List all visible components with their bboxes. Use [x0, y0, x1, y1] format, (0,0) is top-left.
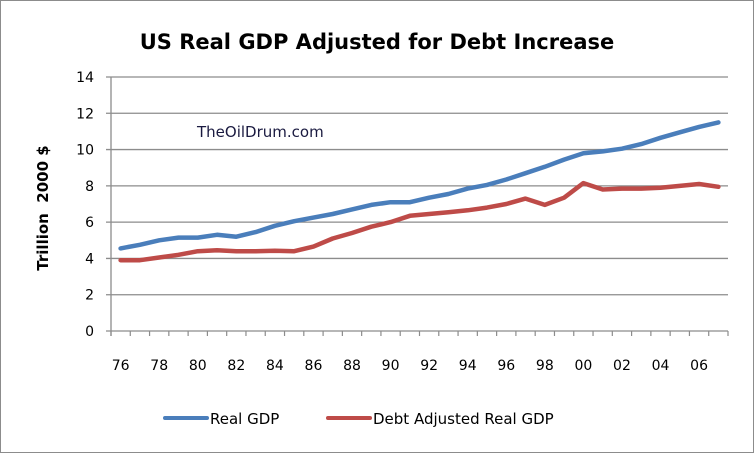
x-tick-label: 88 — [343, 358, 361, 374]
y-tick-label: 14 — [76, 70, 94, 86]
watermark-annotation: TheOilDrum.com — [196, 123, 324, 141]
x-tick-label: 84 — [266, 358, 284, 374]
x-tick-label: 04 — [652, 358, 670, 374]
legend: Real GDP Debt Adjusted Real GDP — [163, 410, 554, 428]
y-tick-label: 2 — [85, 288, 94, 304]
y-tick-label: 12 — [76, 106, 94, 122]
gridlines — [106, 76, 728, 296]
x-tick-label: 90 — [382, 358, 400, 374]
x-tick-label: 78 — [150, 358, 168, 374]
legend-label-debt-adjusted: Debt Adjusted Real GDP — [373, 410, 554, 428]
series-line-real-gdp — [118, 120, 721, 251]
y-tick-label: 8 — [85, 179, 94, 195]
y-axis-ticks: 0 2 4 6 8 10 12 14 — [76, 70, 94, 340]
y-tick-label: 6 — [85, 215, 94, 231]
x-tick-label: 86 — [305, 358, 323, 374]
y-axis-label: Trillion 2000 $ — [34, 145, 52, 270]
legend-label-real-gdp: Real GDP — [210, 410, 279, 428]
x-tick-label: 92 — [420, 358, 438, 374]
x-tick-label: 94 — [459, 358, 477, 374]
y-tick-label: 4 — [85, 251, 94, 267]
x-tick-label: 00 — [574, 358, 592, 374]
x-tick-label: 82 — [227, 358, 245, 374]
y-tick-label: 0 — [85, 324, 94, 340]
legend-item-debt-adjusted: Debt Adjusted Real GDP — [326, 410, 554, 428]
x-tick-label: 98 — [536, 358, 554, 374]
x-tick-label: 76 — [112, 358, 130, 374]
x-axis: 76 78 80 82 84 86 88 90 92 94 96 98 00 02 04 06 — [106, 77, 729, 374]
chart-title: US Real GDP Adjusted for Debt Increase — [140, 30, 615, 54]
y-tick-label: 10 — [76, 143, 94, 159]
series-line-debt-adjusted — [118, 180, 721, 263]
legend-item-real-gdp: Real GDP — [163, 410, 279, 428]
x-tick-label: 96 — [497, 358, 515, 374]
x-tick-label: 80 — [189, 358, 207, 374]
x-tick-label: 02 — [613, 358, 631, 374]
series-lines — [118, 120, 721, 263]
x-tick-label: 06 — [690, 358, 708, 374]
